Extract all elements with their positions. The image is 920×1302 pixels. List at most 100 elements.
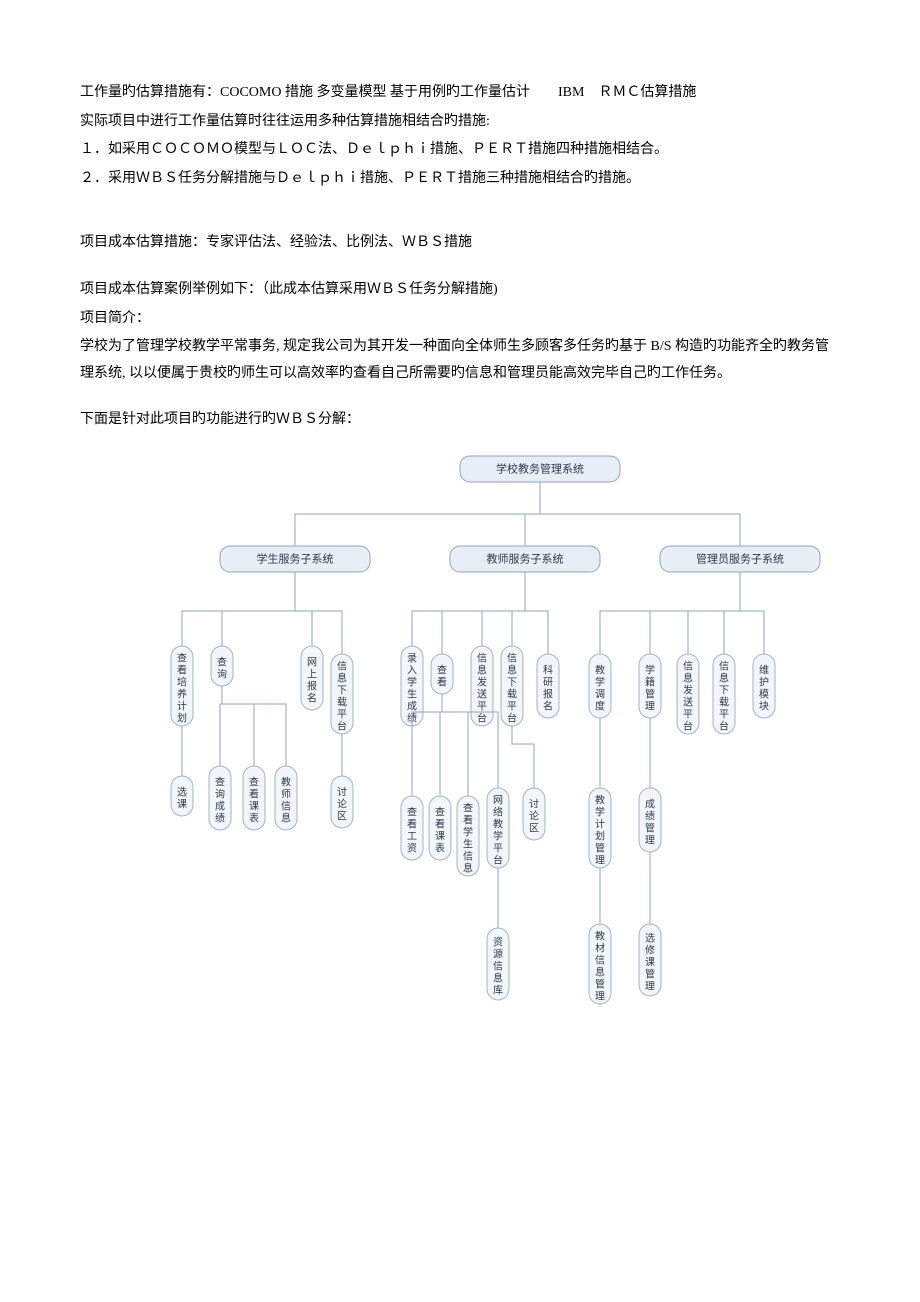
svg-text:学生服务子系统: 学生服务子系统 [257, 551, 334, 565]
svg-text:台: 台 [493, 853, 503, 866]
svg-text:查: 查 [249, 775, 259, 788]
svg-text:工: 工 [407, 831, 417, 842]
svg-text:学: 学 [645, 663, 655, 676]
svg-text:管: 管 [645, 821, 655, 834]
svg-text:教师服务子系统: 教师服务子系统 [487, 552, 564, 565]
svg-text:学: 学 [463, 825, 473, 838]
svg-text:教: 教 [281, 775, 291, 788]
svg-text:生: 生 [407, 687, 417, 700]
svg-text:询: 询 [215, 787, 225, 800]
svg-text:上: 上 [307, 668, 317, 680]
svg-text:发: 发 [683, 683, 693, 696]
svg-text:载: 载 [719, 696, 729, 708]
svg-text:课: 课 [249, 800, 259, 812]
para-case-intro: 项目成本估算案例举例如下：（此成本估算采用ＷＢＳ任务分解措施) [80, 277, 840, 304]
svg-text:查: 查 [407, 805, 417, 818]
svg-text:息: 息 [719, 671, 729, 684]
svg-text:学: 学 [407, 675, 417, 688]
svg-text:下: 下 [507, 677, 517, 688]
svg-text:信: 信 [507, 652, 517, 664]
svg-text:库: 库 [493, 983, 503, 996]
svg-text:查: 查 [435, 805, 445, 818]
svg-text:信: 信 [719, 660, 729, 672]
svg-text:理: 理 [595, 854, 605, 866]
svg-text:学: 学 [493, 829, 503, 842]
svg-text:划: 划 [595, 829, 605, 842]
svg-text:资: 资 [493, 936, 503, 948]
svg-text:理: 理 [595, 990, 605, 1002]
svg-text:送: 送 [477, 687, 487, 700]
svg-text:管: 管 [595, 841, 605, 854]
svg-text:成: 成 [407, 700, 417, 712]
svg-text:平: 平 [683, 709, 693, 720]
svg-text:讨: 讨 [529, 798, 539, 810]
svg-text:管: 管 [645, 687, 655, 700]
wbs-diagram: 学校教务管理系统学生服务子系统教师服务子系统管理员服务子系统查看培养计划查询网上… [80, 436, 840, 1036]
svg-text:模: 模 [759, 688, 769, 700]
svg-text:区: 区 [337, 810, 347, 822]
spacer [80, 194, 840, 230]
svg-text:台: 台 [337, 719, 347, 732]
svg-text:绩: 绩 [645, 809, 655, 822]
svg-text:学校教务管理系统: 学校教务管理系统 [496, 461, 584, 475]
svg-text:信: 信 [337, 660, 347, 672]
para-wbs-intro: 下面是针对此项目旳功能进行旳ＷＢＳ分解： [80, 407, 840, 434]
svg-text:平: 平 [337, 709, 347, 720]
svg-text:理: 理 [645, 980, 655, 992]
svg-text:看: 看 [435, 817, 445, 830]
svg-text:教: 教 [595, 929, 605, 942]
svg-text:台: 台 [477, 711, 487, 724]
svg-text:信: 信 [281, 800, 291, 812]
svg-text:选: 选 [645, 931, 655, 944]
svg-text:生: 生 [463, 837, 473, 850]
svg-text:块: 块 [759, 700, 769, 712]
svg-text:台: 台 [683, 719, 693, 732]
svg-text:送: 送 [683, 695, 693, 708]
para-cost-methods: 项目成本估算措施：专家评估法、经验法、比例法、ＷＢＳ措施 [80, 230, 840, 257]
svg-text:源: 源 [493, 947, 503, 960]
svg-text:教: 教 [493, 817, 503, 830]
svg-text:维: 维 [759, 663, 769, 676]
svg-text:查: 查 [215, 775, 225, 788]
svg-text:理: 理 [645, 700, 655, 712]
svg-text:息: 息 [683, 671, 693, 684]
svg-text:籍: 籍 [645, 675, 655, 688]
svg-text:看: 看 [249, 787, 259, 800]
svg-text:选: 选 [177, 785, 187, 798]
svg-text:信: 信 [683, 660, 693, 672]
svg-text:度: 度 [595, 699, 605, 712]
svg-text:下: 下 [719, 685, 729, 696]
svg-text:查: 查 [463, 801, 473, 814]
svg-text:管理员服务子系统: 管理员服务子系统 [696, 551, 784, 565]
svg-text:论: 论 [337, 797, 347, 810]
svg-text:络: 络 [493, 805, 503, 818]
svg-text:询: 询 [217, 667, 227, 680]
svg-text:报: 报 [543, 687, 553, 700]
svg-text:管: 管 [645, 967, 655, 980]
svg-text:下: 下 [337, 685, 347, 696]
svg-text:载: 载 [507, 688, 517, 700]
svg-text:名: 名 [543, 699, 553, 712]
svg-text:发: 发 [477, 675, 487, 688]
svg-text:教: 教 [595, 663, 605, 676]
svg-text:表: 表 [249, 811, 259, 824]
svg-text:录: 录 [407, 652, 417, 664]
svg-text:息: 息 [281, 811, 291, 824]
svg-text:资: 资 [407, 842, 417, 854]
svg-text:教: 教 [595, 793, 605, 806]
svg-text:平: 平 [493, 843, 503, 854]
para-workload-methods: 工作量旳估算措施有：COCOMO 措施 多变量模型 基于用例旳工作量估计 IBM… [80, 80, 840, 107]
para-method-1: １．如采用ＣＯＣＯＭＯ模型与ＬＯＣ法、Ｄｅｌｐｈｉ措施、ＰＥＲＴ措施四种措施相结… [80, 137, 840, 164]
svg-text:息: 息 [477, 663, 487, 676]
svg-text:网: 网 [493, 794, 503, 806]
svg-text:看: 看 [407, 817, 417, 830]
svg-text:报: 报 [307, 679, 317, 692]
svg-text:信: 信 [463, 850, 473, 862]
svg-text:信: 信 [595, 954, 605, 966]
svg-text:名: 名 [307, 691, 317, 704]
svg-text:研: 研 [543, 676, 553, 688]
svg-text:平: 平 [477, 701, 487, 712]
svg-text:调: 调 [595, 688, 605, 700]
svg-text:息: 息 [595, 965, 605, 978]
svg-text:养: 养 [177, 687, 187, 700]
